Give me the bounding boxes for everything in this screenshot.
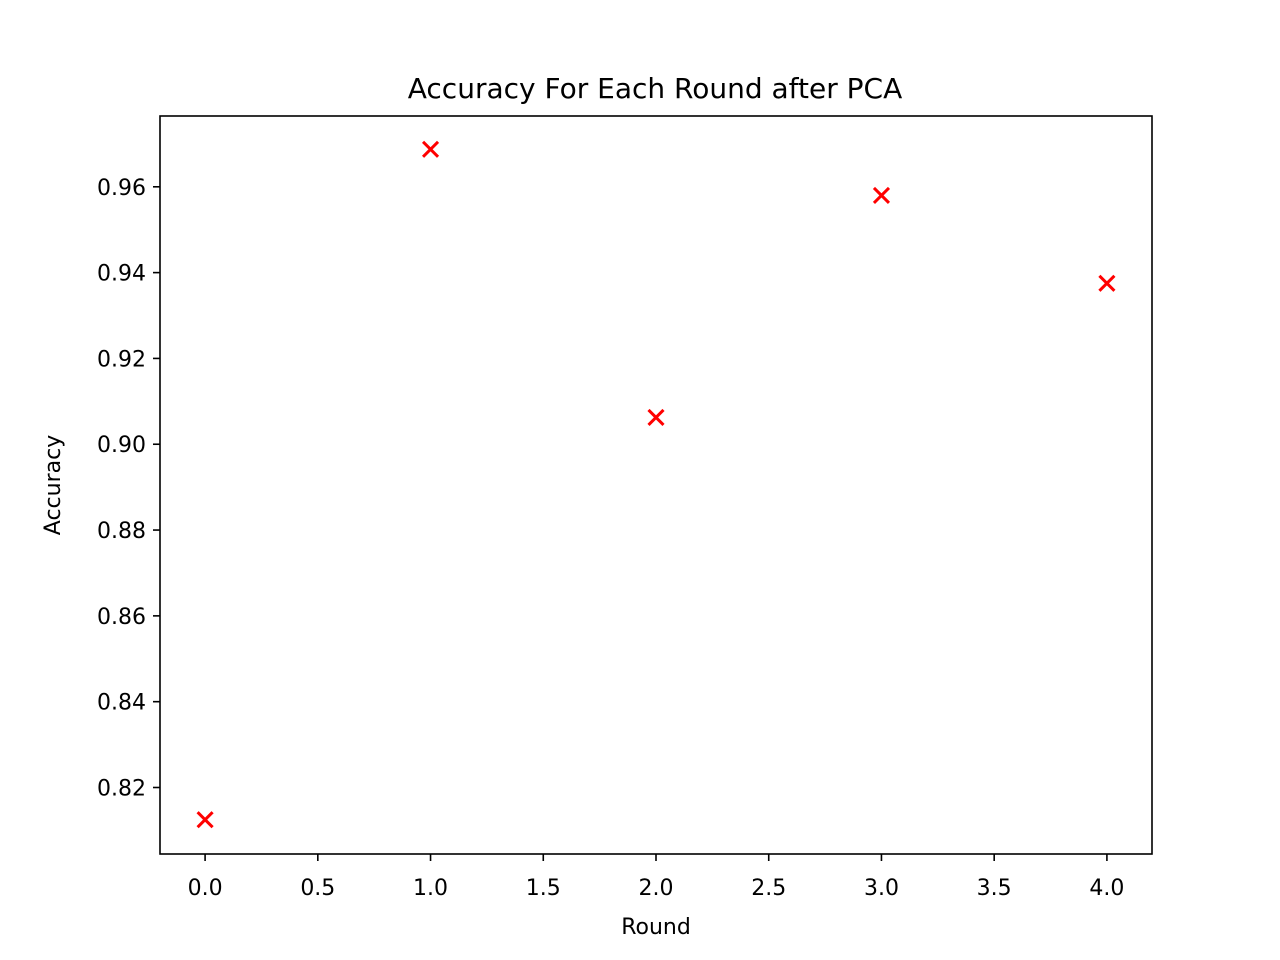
y-tick-label: 0.92 xyxy=(97,347,146,372)
y-tick-label: 0.86 xyxy=(97,605,146,630)
y-tick-label: 0.82 xyxy=(97,776,146,801)
y-tick-label: 0.96 xyxy=(97,176,146,201)
x-axis-label: Round xyxy=(621,915,691,940)
y-tick-label: 0.94 xyxy=(97,262,146,287)
data-points xyxy=(196,140,1116,829)
x-axis: 0.0 0.5 1.0 1.5 2.0 2.5 3.0 3.5 4.0 xyxy=(188,854,1124,901)
data-point xyxy=(647,408,665,426)
data-point xyxy=(1098,274,1116,292)
x-tick-label: 0.0 xyxy=(188,876,223,901)
y-tick-label: 0.84 xyxy=(97,691,146,716)
plot-area xyxy=(159,115,1153,855)
x-tick-label: 2.0 xyxy=(639,876,674,901)
y-tick-label: 0.90 xyxy=(97,433,146,458)
y-tick-label: 0.88 xyxy=(97,519,146,544)
x-tick-label: 4.0 xyxy=(1089,876,1124,901)
x-tick-label: 3.5 xyxy=(977,876,1012,901)
x-tick-label: 2.5 xyxy=(751,876,786,901)
x-tick-label: 1.5 xyxy=(526,876,561,901)
x-tick-label: 3.0 xyxy=(864,876,899,901)
x-tick-label: 0.5 xyxy=(300,876,335,901)
chart-title: Accuracy For Each Round after PCA xyxy=(408,72,903,105)
data-point xyxy=(872,186,891,204)
data-point xyxy=(421,140,440,158)
y-axis-label: Accuracy xyxy=(41,435,66,535)
data-point xyxy=(196,811,214,829)
y-axis: 0.82 0.84 0.86 0.88 0.90 0.92 0.94 0.96 xyxy=(97,176,160,801)
x-tick-label: 1.0 xyxy=(413,876,448,901)
